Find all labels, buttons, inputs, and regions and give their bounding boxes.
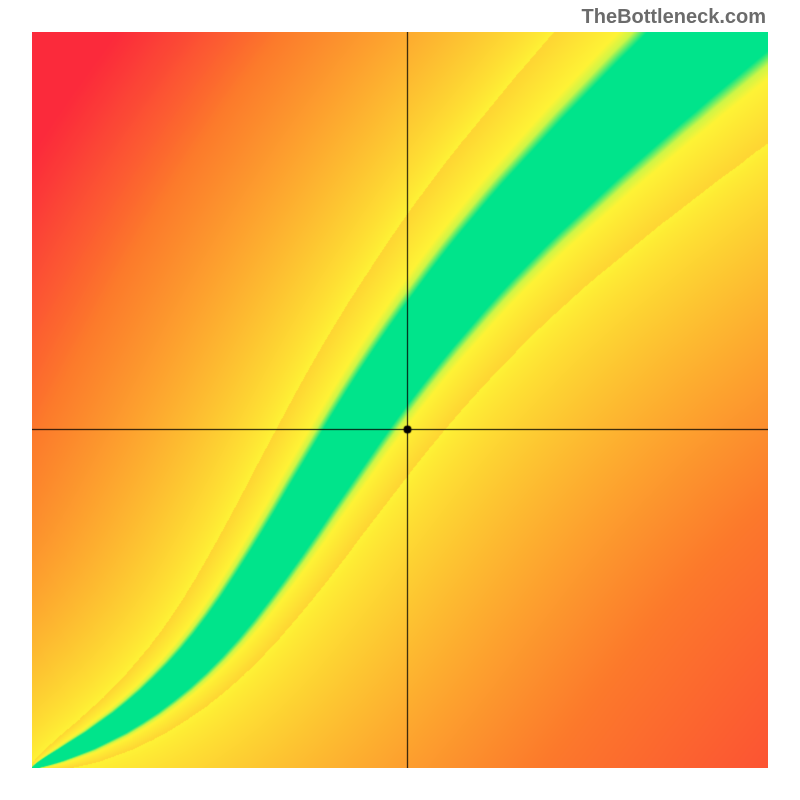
watermark-text: TheBottleneck.com	[582, 6, 766, 29]
chart-container: TheBottleneck.com	[0, 0, 800, 800]
bottleneck-heatmap	[32, 32, 768, 768]
